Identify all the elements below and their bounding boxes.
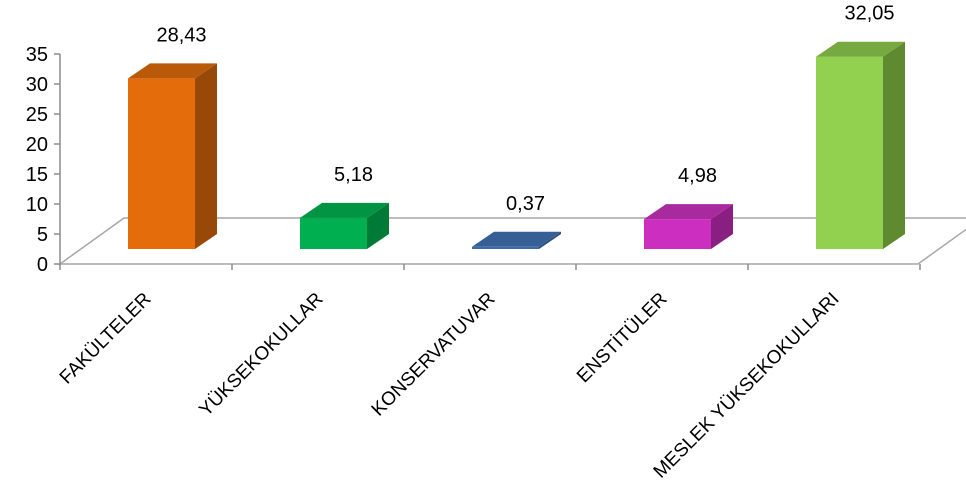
bars <box>128 41 905 250</box>
category-label: YÜKSEKOKULLAR <box>195 289 327 421</box>
bar-front <box>300 217 367 249</box>
y-axis: 0 5 10 15 20 25 30 35 <box>26 44 921 276</box>
y-tick-label: 30 <box>26 74 48 96</box>
bar-side <box>711 204 733 249</box>
bar-front <box>644 219 711 249</box>
bar-front <box>816 56 883 250</box>
y-tick-label: 0 <box>37 254 48 276</box>
bar <box>472 231 561 249</box>
bar-front <box>128 78 195 249</box>
bar-side <box>195 63 217 249</box>
bar-front <box>472 246 539 249</box>
data-label: 5,18 <box>334 164 373 186</box>
data-label: 28,43 <box>156 24 206 46</box>
bar-top <box>128 63 217 79</box>
y-tick-label: 5 <box>37 224 48 246</box>
y-tick-label: 35 <box>26 44 48 66</box>
bar-top <box>472 231 561 247</box>
data-label: 32,05 <box>844 3 894 25</box>
y-tick-label: 20 <box>26 134 48 156</box>
data-labels: 28,43 5,18 0,37 4,98 32,05 <box>156 3 894 215</box>
bar-top <box>644 204 733 220</box>
y-tick-label: 25 <box>26 104 48 126</box>
category-label: KONSERVATUVAR <box>368 289 500 421</box>
category-labels: FAKÜLTELER YÜKSEKOKULLAR KONSERVATUVAR ENST… <box>56 289 844 483</box>
category-label: FAKÜLTELER <box>56 289 156 389</box>
category-label: MESLEK YÜKSEKOKULLARI <box>650 289 844 483</box>
data-label: 0,37 <box>506 193 545 215</box>
bar <box>128 63 217 249</box>
data-label: 4,98 <box>678 165 717 187</box>
bar-side <box>367 202 389 249</box>
bar-side <box>539 231 561 249</box>
y-tick-label: 10 <box>26 194 48 216</box>
bar-top <box>816 41 905 57</box>
bar <box>644 204 733 249</box>
bar-side <box>883 41 905 250</box>
bar <box>816 41 905 250</box>
category-label: ENSTİTÜLER <box>573 289 671 387</box>
y-tick-label: 15 <box>26 164 48 186</box>
bar <box>300 202 389 249</box>
bar-top <box>300 202 389 218</box>
